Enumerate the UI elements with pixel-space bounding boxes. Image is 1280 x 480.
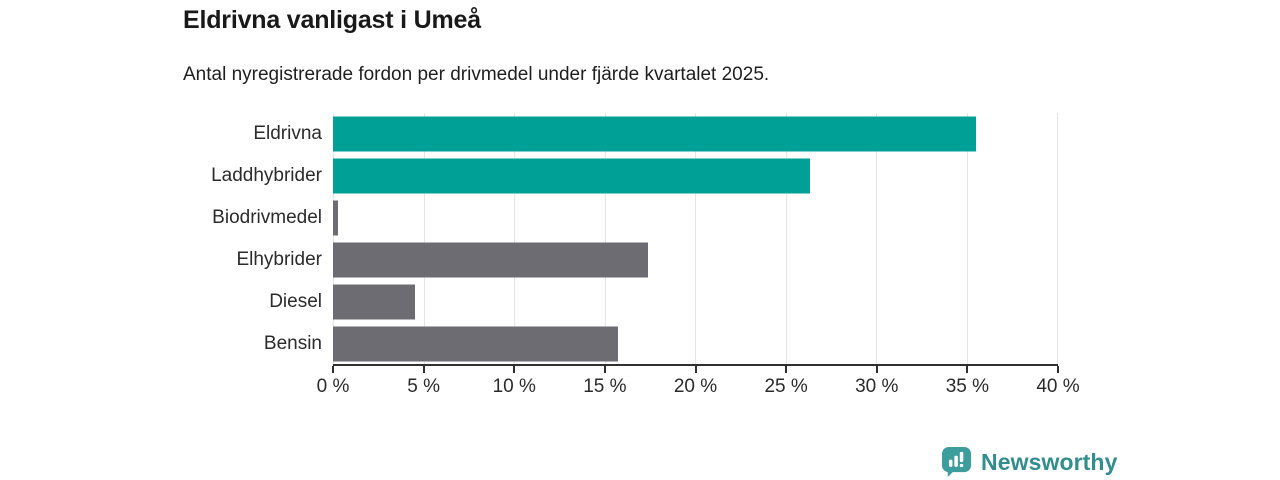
x-axis-line — [333, 364, 1058, 366]
bar-chart-speech-bubble-icon — [941, 446, 972, 478]
tick-mark — [422, 366, 425, 373]
tick-label: 25 % — [764, 376, 808, 397]
gridline — [695, 113, 696, 365]
tick-label: 30 % — [855, 376, 899, 397]
bar-chart: Eldrivna Laddhybrider Biodrivmedel Elhybrid… — [183, 113, 1058, 365]
tick-mark — [785, 366, 788, 373]
bar-track — [333, 113, 1058, 155]
gridline — [604, 113, 606, 365]
tick-mark — [332, 366, 334, 373]
tick-label: 15 % — [583, 376, 627, 397]
gridline — [966, 113, 968, 365]
category-label: Biodrivmedel — [212, 207, 322, 228]
bar-track — [333, 323, 1058, 365]
bar-row: Biodrivmedel — [183, 197, 1058, 239]
bar — [333, 326, 618, 362]
gridline — [1057, 113, 1058, 365]
tick-mark — [875, 366, 878, 373]
category-label: Diesel — [269, 291, 322, 312]
category-label: Eldrivna — [253, 123, 322, 144]
tick-label: 10 % — [492, 376, 536, 397]
bar-row: Bensin — [183, 323, 1058, 365]
tick-label: 20 % — [673, 376, 718, 397]
bar-track — [333, 239, 1058, 281]
tick-label: 35 % — [945, 376, 990, 397]
chart-subtitle: Antal nyregistrerade fordon per drivmede… — [183, 64, 770, 85]
bar — [333, 242, 649, 278]
bar-track — [333, 155, 1058, 197]
gridline — [333, 113, 334, 365]
chart-title: Eldrivna vanligast i Umeå — [183, 6, 481, 34]
bar-row: Diesel — [183, 281, 1058, 323]
newsworthy-logo-text: Newsworthy — [981, 448, 1118, 475]
bar-row: Eldrivna — [183, 113, 1058, 155]
gridlines — [333, 113, 1058, 365]
bar — [333, 158, 810, 194]
tick-mark — [513, 366, 516, 373]
bar-row: Laddhybrider — [183, 155, 1058, 197]
category-label: Laddhybrider — [211, 165, 322, 186]
tick-label: 0 % — [316, 376, 350, 397]
bar — [333, 200, 339, 236]
tick-label: 40 % — [1036, 376, 1080, 397]
bar — [333, 116, 977, 152]
category-label: Bensin — [263, 333, 322, 354]
x-axis: 0 % 5 % 10 % 15 % 20 % 25 % 30 % 35 % 40 % — [317, 364, 1080, 404]
bar-track — [333, 197, 1058, 239]
bar-rows: Eldrivna Laddhybrider Biodrivmedel Elhybrid… — [183, 113, 1058, 365]
tick-mark — [1057, 366, 1059, 373]
gridline — [876, 113, 877, 365]
tick-mark — [603, 366, 606, 373]
bar-track — [333, 281, 1058, 323]
tick-mark — [694, 366, 697, 373]
newsworthy-logo: Newsworthy — [941, 446, 1117, 478]
category-label: Elhybrider — [236, 249, 322, 270]
bar — [333, 284, 415, 320]
tick-mark — [966, 366, 969, 373]
gridline — [514, 113, 515, 365]
gridline — [423, 113, 425, 365]
tick-label: 5 % — [407, 376, 440, 397]
gridline — [785, 113, 787, 365]
bar-row: Elhybrider — [183, 239, 1058, 281]
